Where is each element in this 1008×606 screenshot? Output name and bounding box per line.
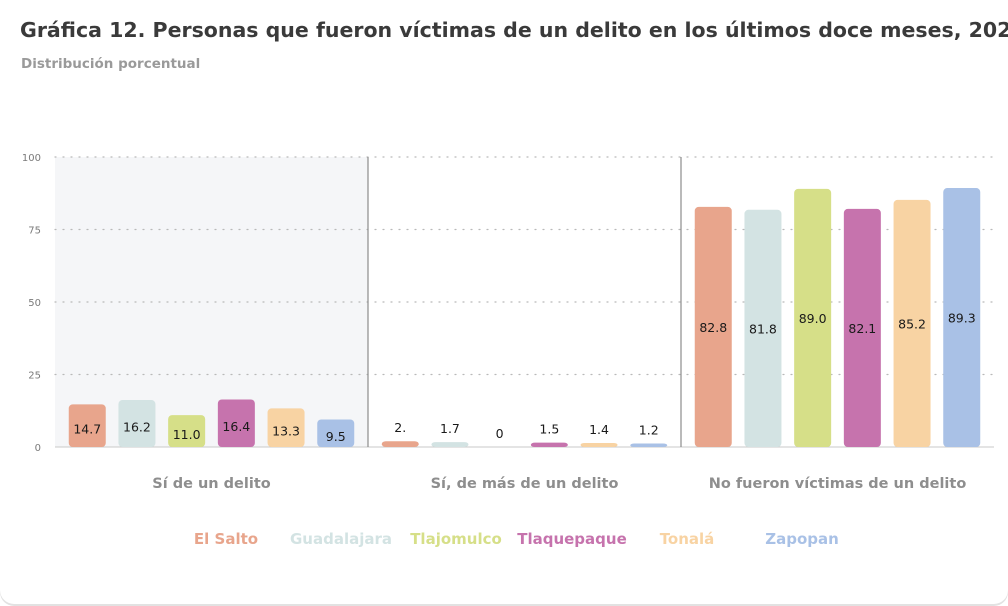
bar	[630, 443, 668, 447]
data-label: 13.3	[272, 424, 300, 439]
data-label: 85.2	[898, 316, 926, 331]
bar	[580, 442, 618, 447]
bar	[118, 400, 156, 447]
bar	[217, 399, 255, 447]
data-label: 1.2	[639, 423, 659, 438]
y-tick-label: 25	[28, 371, 41, 382]
bar	[68, 404, 106, 447]
bar	[381, 441, 419, 447]
data-label: 14.7	[73, 422, 101, 437]
data-label: 9.5	[326, 429, 346, 444]
bar	[267, 408, 305, 447]
data-label: 1.4	[589, 422, 609, 437]
bar	[431, 442, 469, 447]
bar	[744, 209, 782, 447]
data-label: 0	[496, 426, 504, 441]
data-label: 81.8	[749, 321, 777, 336]
bar	[530, 442, 568, 447]
y-tick-label: 100	[22, 153, 41, 164]
bar	[794, 188, 832, 447]
y-tick-label: 50	[28, 298, 41, 309]
bar	[317, 419, 355, 447]
data-label: 89.0	[799, 311, 827, 326]
bar	[843, 208, 881, 447]
legend-item[interactable]: Tlajomulco	[410, 530, 502, 548]
data-label: 16.2	[123, 420, 151, 435]
data-label: 2.	[394, 420, 406, 435]
panel-background	[368, 157, 681, 447]
data-label: 82.8	[699, 320, 727, 335]
category-label: No fueron víctimas de un delito	[709, 476, 967, 492]
bar	[694, 206, 732, 447]
data-label: 11.0	[173, 427, 201, 442]
chart-title: Gráfica 12. Personas que fueron víctimas…	[20, 18, 1008, 42]
data-label: 82.1	[848, 321, 876, 336]
category-label: Sí, de más de un delito	[431, 476, 619, 492]
bar	[893, 199, 931, 447]
data-label: 89.3	[948, 311, 976, 326]
legend-item[interactable]: Tonalá	[659, 530, 715, 548]
chart-legend: El Salto Guadalajara Tlajomulco Tlaquepaque…	[0, 530, 1008, 552]
chart-subtitle: Distribución porcentual	[21, 56, 201, 72]
legend-item[interactable]: Guadalajara	[289, 530, 393, 548]
data-label: 16.4	[222, 419, 250, 434]
legend-item[interactable]: Tlaquepaque	[517, 530, 627, 548]
legend-item[interactable]: El Salto	[193, 530, 259, 548]
category-label: Sí de un delito	[152, 476, 271, 492]
y-tick-label: 0	[35, 443, 41, 454]
data-label: 1.5	[539, 422, 559, 437]
y-tick-label: 75	[28, 226, 41, 237]
panel-background	[55, 157, 368, 447]
bar	[168, 415, 206, 447]
panel-background	[681, 157, 994, 447]
bar	[943, 188, 981, 447]
legend-item[interactable]: Zapopan	[765, 530, 839, 548]
data-label: 1.7	[440, 421, 460, 436]
